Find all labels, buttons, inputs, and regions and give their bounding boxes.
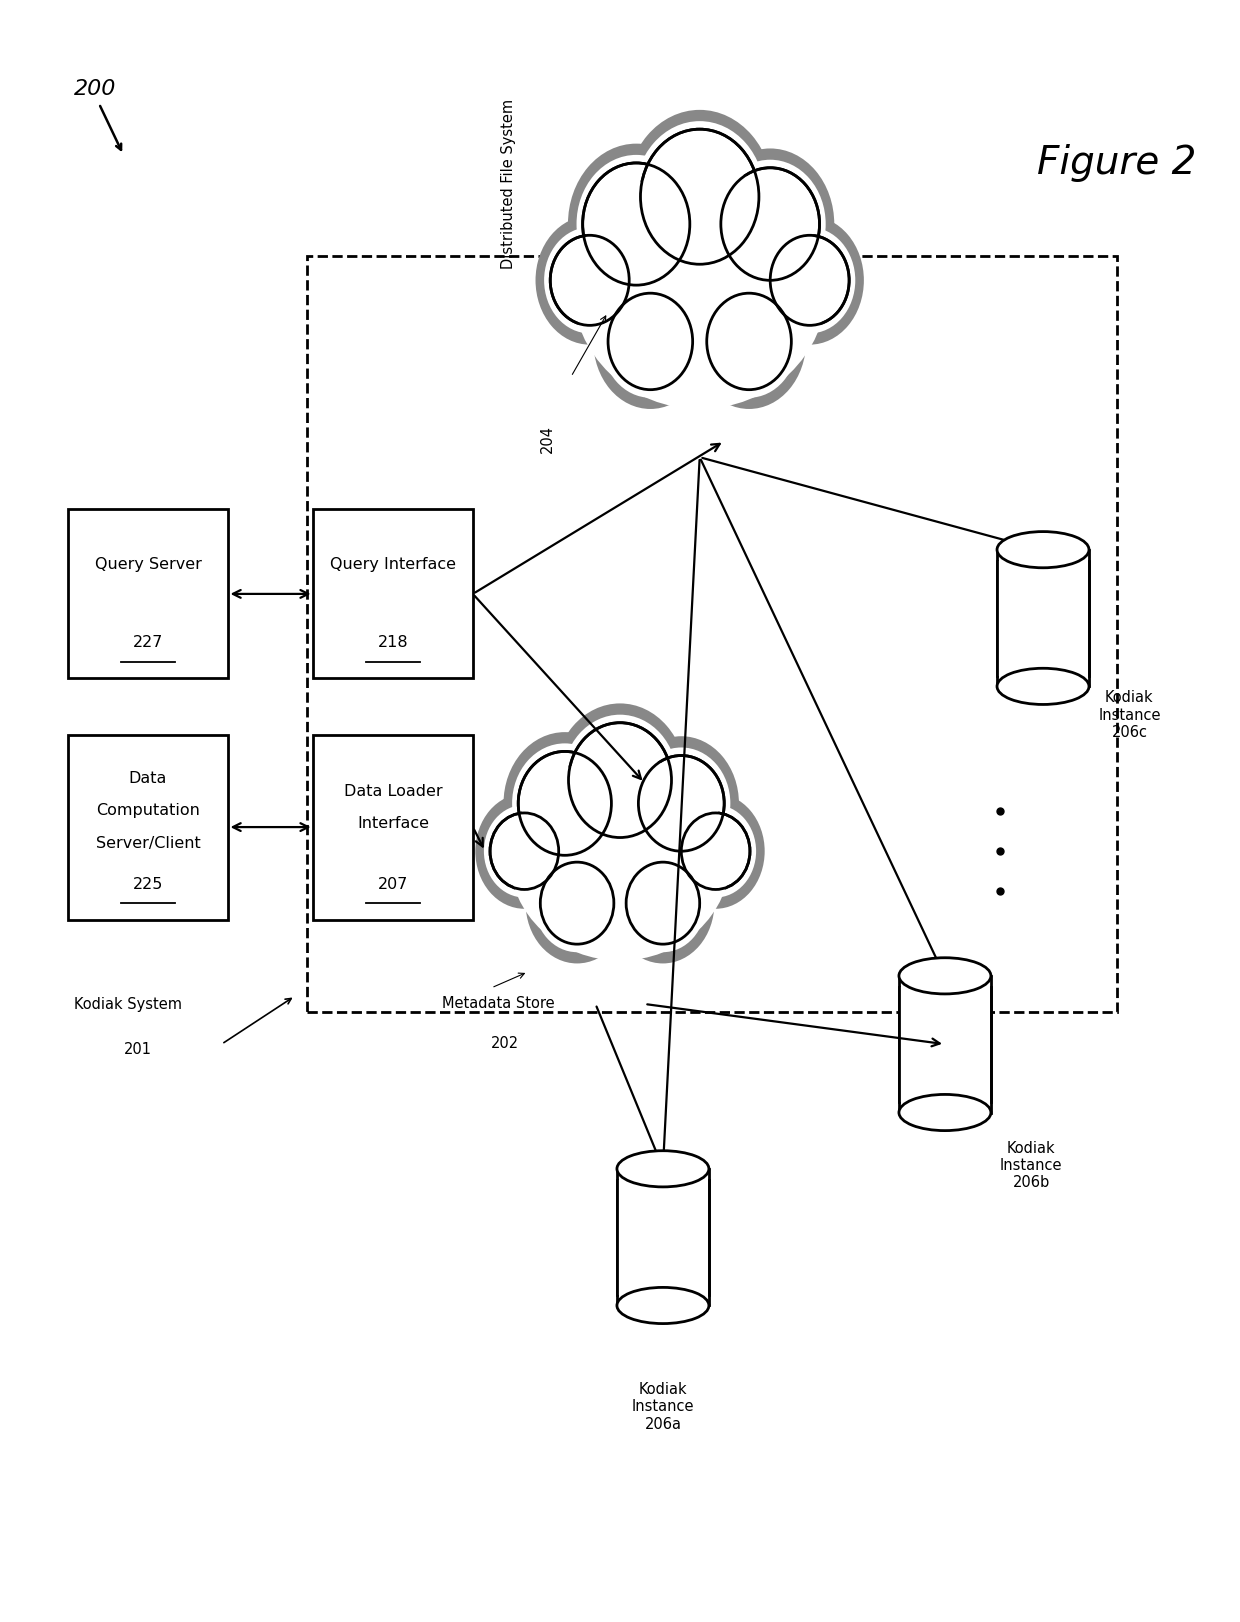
Ellipse shape — [706, 149, 835, 300]
Text: Kodiak
Instance
206b: Kodiak Instance 206b — [1001, 1140, 1063, 1191]
Text: Computation: Computation — [95, 803, 200, 819]
Ellipse shape — [512, 743, 618, 863]
Text: Interface: Interface — [357, 816, 429, 832]
Ellipse shape — [553, 803, 687, 926]
Ellipse shape — [475, 793, 573, 908]
Ellipse shape — [675, 805, 756, 897]
Ellipse shape — [667, 793, 765, 908]
Ellipse shape — [635, 122, 765, 272]
Text: Kodiak
Instance
206c: Kodiak Instance 206c — [1099, 691, 1161, 740]
Bar — [618, 1169, 709, 1306]
Ellipse shape — [701, 285, 797, 397]
Text: 218: 218 — [378, 636, 408, 650]
Text: Query Interface: Query Interface — [330, 558, 456, 573]
Ellipse shape — [601, 285, 699, 397]
Ellipse shape — [538, 783, 702, 946]
Text: 200: 200 — [74, 79, 117, 99]
Text: 225: 225 — [133, 876, 164, 892]
Ellipse shape — [997, 532, 1089, 568]
Text: Figure 2: Figure 2 — [1037, 144, 1197, 182]
Ellipse shape — [541, 863, 614, 944]
Ellipse shape — [632, 748, 730, 860]
Ellipse shape — [618, 1150, 709, 1187]
Text: 202: 202 — [491, 1036, 520, 1051]
Ellipse shape — [577, 154, 696, 294]
Text: 207: 207 — [378, 876, 408, 892]
Text: Query Server: Query Server — [94, 558, 201, 573]
Bar — [68, 509, 228, 678]
Text: Data Loader: Data Loader — [343, 783, 443, 800]
Ellipse shape — [593, 274, 707, 409]
Ellipse shape — [608, 294, 693, 389]
Ellipse shape — [620, 855, 706, 952]
Ellipse shape — [526, 843, 629, 963]
Bar — [899, 976, 991, 1113]
Ellipse shape — [639, 756, 724, 852]
Bar — [314, 509, 472, 678]
Text: Distributed File System: Distributed File System — [501, 99, 516, 269]
Ellipse shape — [755, 216, 864, 344]
Text: Data: Data — [129, 772, 167, 787]
Ellipse shape — [692, 274, 806, 409]
Ellipse shape — [573, 167, 827, 409]
Ellipse shape — [568, 144, 704, 305]
Ellipse shape — [764, 227, 856, 334]
Ellipse shape — [510, 756, 730, 960]
Ellipse shape — [554, 704, 686, 856]
Ellipse shape — [568, 723, 672, 837]
Ellipse shape — [534, 855, 620, 952]
Ellipse shape — [770, 235, 849, 326]
Text: 227: 227 — [133, 636, 164, 650]
Ellipse shape — [551, 235, 629, 326]
Ellipse shape — [536, 216, 644, 344]
Bar — [998, 561, 1087, 675]
Ellipse shape — [503, 732, 626, 874]
Ellipse shape — [899, 957, 991, 994]
Ellipse shape — [547, 795, 693, 934]
Bar — [308, 256, 1116, 1012]
Ellipse shape — [544, 227, 635, 334]
Ellipse shape — [518, 751, 611, 855]
Text: 201: 201 — [124, 1041, 151, 1058]
Ellipse shape — [714, 159, 826, 289]
Bar — [997, 550, 1089, 686]
Ellipse shape — [720, 167, 820, 281]
Ellipse shape — [616, 216, 784, 376]
Ellipse shape — [997, 668, 1089, 704]
Ellipse shape — [641, 130, 759, 264]
Bar — [900, 986, 990, 1101]
Ellipse shape — [563, 715, 677, 845]
Ellipse shape — [611, 843, 714, 963]
Ellipse shape — [681, 813, 750, 889]
Ellipse shape — [622, 224, 777, 368]
Ellipse shape — [583, 162, 689, 285]
Ellipse shape — [626, 110, 774, 284]
Ellipse shape — [484, 805, 565, 897]
Ellipse shape — [899, 1095, 991, 1131]
Bar — [619, 1179, 708, 1294]
Text: 204: 204 — [541, 425, 556, 453]
Ellipse shape — [618, 1288, 709, 1324]
Text: Metadata Store: Metadata Store — [443, 996, 554, 1011]
Bar — [314, 735, 472, 920]
Ellipse shape — [490, 813, 559, 889]
Ellipse shape — [707, 294, 791, 389]
Ellipse shape — [626, 863, 699, 944]
Text: Kodiak
Instance
206a: Kodiak Instance 206a — [631, 1382, 694, 1432]
Text: Server/Client: Server/Client — [95, 835, 201, 850]
Ellipse shape — [624, 736, 739, 871]
Text: Kodiak System: Kodiak System — [74, 998, 182, 1012]
Bar — [68, 735, 228, 920]
Ellipse shape — [608, 204, 792, 388]
